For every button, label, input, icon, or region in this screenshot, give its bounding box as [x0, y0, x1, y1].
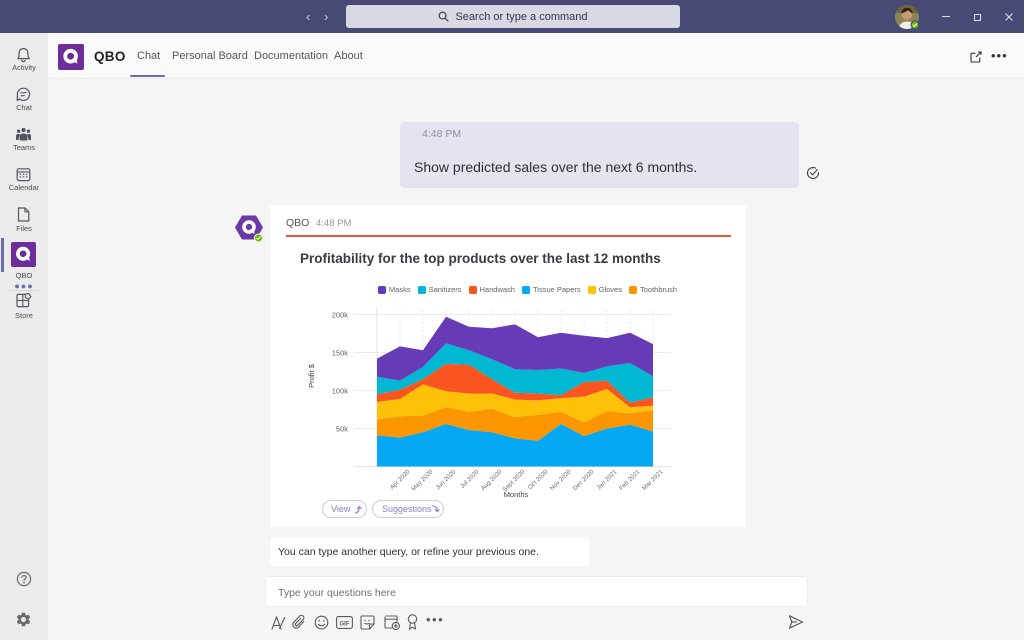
- svg-text:Jan 2021: Jan 2021: [595, 468, 618, 491]
- svg-text:150k: 150k: [332, 349, 349, 358]
- svg-text:200k: 200k: [332, 311, 349, 320]
- svg-text:Apr 2020: Apr 2020: [389, 468, 412, 491]
- svg-text:May 2020: May 2020: [410, 468, 435, 493]
- svg-text:100k: 100k: [332, 387, 349, 396]
- svg-text:Oct 2020: Oct 2020: [527, 468, 550, 491]
- svg-text:Nov 2020: Nov 2020: [549, 468, 573, 492]
- svg-text:GIF: GIF: [340, 621, 350, 627]
- svg-text:Mar 2021: Mar 2021: [641, 468, 665, 492]
- svg-text:Dec 2020: Dec 2020: [572, 468, 596, 492]
- svg-text:Jun 2020: Jun 2020: [434, 468, 457, 491]
- svg-text:Jul 2020: Jul 2020: [459, 468, 481, 490]
- svg-text:Months: Months: [504, 490, 529, 499]
- svg-text:Aug 2020: Aug 2020: [480, 468, 504, 492]
- svg-text:Profit $: Profit $: [307, 363, 316, 388]
- svg-text:50k: 50k: [336, 425, 348, 434]
- svg-text:Feb 2021: Feb 2021: [618, 468, 642, 492]
